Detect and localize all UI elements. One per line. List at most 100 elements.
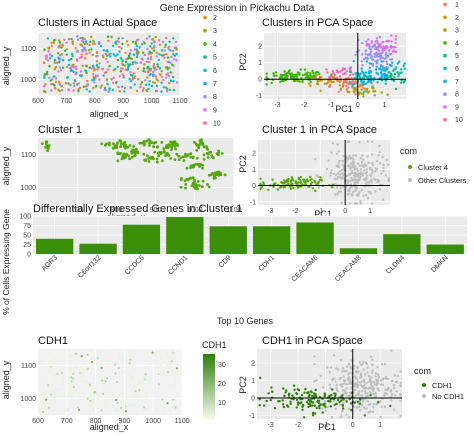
p4-point-other (342, 168, 346, 171)
p3-point (211, 172, 214, 175)
p3-point (152, 145, 156, 149)
p2-point (289, 73, 293, 76)
p7-point-nocdh1 (380, 405, 383, 408)
p4-point-other (314, 158, 317, 161)
p1-point (128, 77, 131, 81)
p6-xtick-label: 800 (90, 418, 102, 425)
p6-point (132, 355, 135, 358)
p4-point-other (361, 174, 364, 177)
p4-point-other (359, 199, 362, 203)
p3-point (173, 158, 177, 162)
p2-point (373, 94, 376, 97)
p4-point-other (332, 172, 335, 176)
p2-point (371, 62, 375, 66)
p7-point-nocdh1 (366, 400, 369, 403)
p1-point (61, 66, 65, 69)
p4-point-other (335, 152, 339, 155)
cluster-legend-right-label: 3 (455, 28, 459, 35)
p2-point (265, 83, 268, 86)
p3-point (217, 149, 221, 153)
p1-point (110, 35, 113, 39)
p4-point-other (325, 167, 329, 171)
p2-point (374, 60, 377, 63)
p6-xtick-label: 1000 (145, 418, 161, 425)
p6-point (92, 357, 95, 360)
p7-point-nocdh1 (328, 370, 331, 374)
com-legend-1-swatch-cluster4 (408, 165, 412, 169)
p1-point (166, 60, 169, 63)
p3-point (111, 146, 115, 150)
p2-point (354, 86, 357, 89)
p2-point (374, 68, 378, 71)
p7-point-cdh1 (265, 399, 268, 403)
p1-point (65, 66, 69, 69)
p7-point-nocdh1 (396, 374, 399, 378)
p4-point-other (317, 186, 320, 189)
com-legend-2-label-nocdh1: No CDH1 (432, 392, 464, 401)
p2-point (349, 71, 353, 74)
p6-point (166, 371, 170, 374)
p1-point (131, 62, 134, 66)
p2-point (338, 84, 341, 87)
p1-point (85, 65, 88, 68)
p1-point (71, 42, 75, 45)
p1-point (72, 89, 75, 92)
p7-point-nocdh1 (362, 406, 366, 409)
p1-point (87, 48, 91, 52)
p4-point-other (364, 172, 367, 175)
p7-point-nocdh1 (341, 370, 344, 373)
p3-point (202, 145, 206, 149)
p1-background (38, 33, 180, 95)
p1-point (92, 66, 96, 70)
p4-point-other (358, 178, 361, 181)
p3-point (163, 150, 166, 154)
p1-point (168, 88, 171, 92)
p1-point (77, 82, 81, 85)
bar-label-dmkn: DMKN (430, 254, 450, 274)
p7-point-nocdh1 (383, 394, 386, 397)
p7-point-nocdh1 (399, 393, 402, 396)
p7-point-nocdh1 (350, 386, 353, 389)
p6-point (169, 402, 172, 406)
p2-point (309, 84, 312, 88)
p6-whitewash (38, 349, 182, 415)
p1-point (175, 48, 179, 51)
p7-point-nocdh1 (360, 389, 364, 393)
p6-point (100, 366, 103, 369)
p1-point (59, 69, 63, 72)
p6-point (42, 362, 45, 365)
p3-point (190, 164, 194, 168)
p2-point (372, 87, 375, 90)
p3-point (124, 145, 128, 149)
p1-point (120, 62, 124, 65)
p1-point (129, 70, 132, 74)
p3-point (127, 154, 130, 158)
p7-point-cdh1 (363, 414, 366, 417)
p7-point-nocdh1 (366, 394, 369, 397)
p6-point (170, 360, 173, 363)
p5-ytick-label: 0 (27, 252, 31, 259)
p1-point (70, 53, 74, 56)
p1-point (118, 89, 121, 93)
p6-point (72, 377, 75, 380)
p2-point (395, 66, 398, 69)
p7-point-nocdh1 (356, 380, 359, 383)
p3-point (138, 141, 142, 145)
p2-point (376, 72, 380, 76)
p1-point (103, 86, 107, 90)
p3-point (179, 178, 183, 182)
p6-point (121, 355, 125, 359)
p4-point-other (336, 143, 339, 146)
p2-point (303, 73, 307, 76)
p2-point (354, 82, 358, 85)
p6-point (115, 407, 118, 410)
p7-point-nocdh1 (390, 393, 394, 396)
p7-point-nocdh1 (379, 379, 383, 382)
p1-point (85, 88, 89, 91)
p6-point (50, 383, 53, 386)
p1-point (48, 76, 51, 80)
p1-point (139, 61, 143, 64)
p2-point (365, 90, 368, 93)
p2-point (388, 71, 391, 74)
